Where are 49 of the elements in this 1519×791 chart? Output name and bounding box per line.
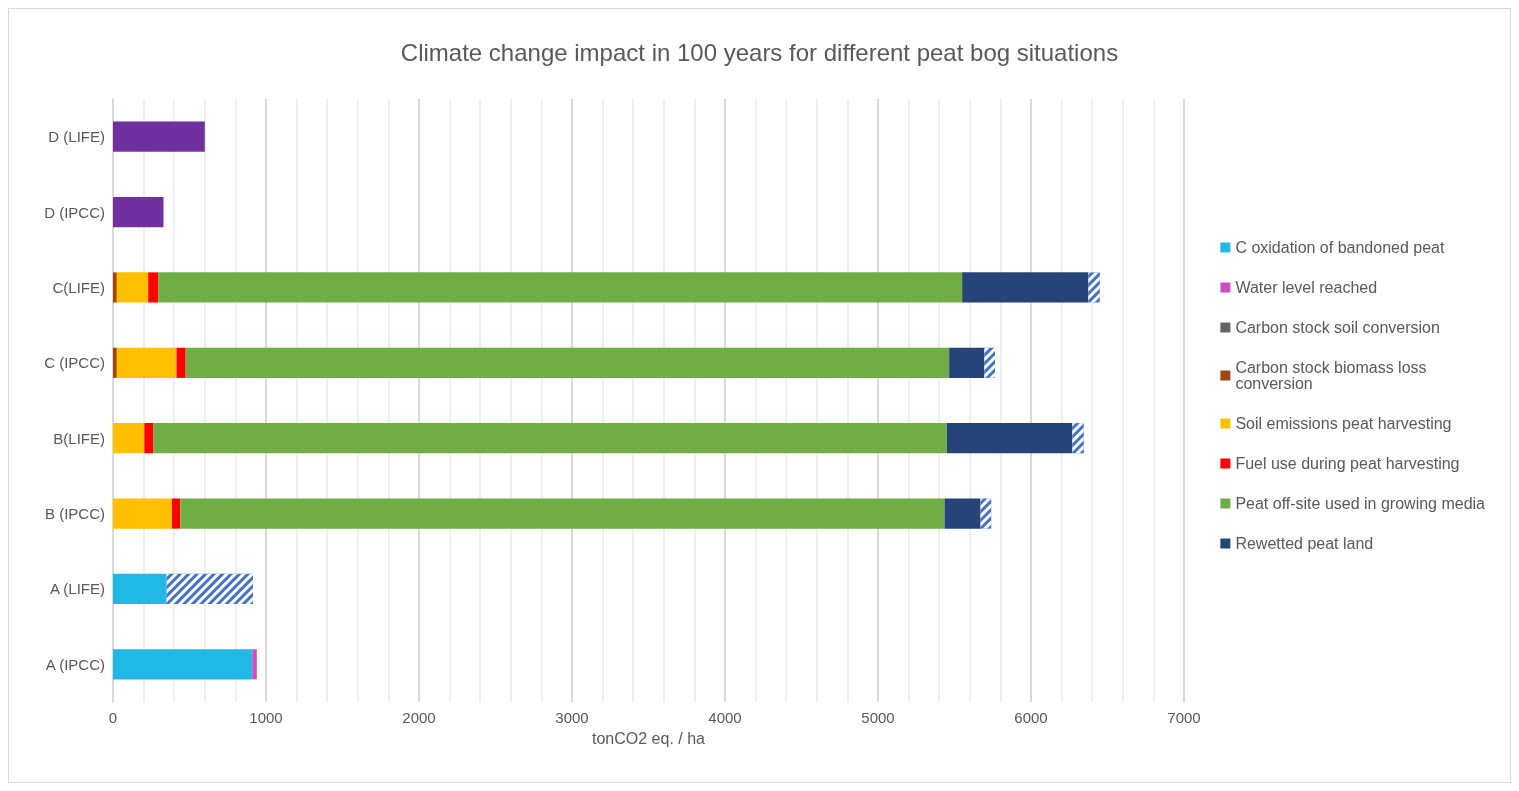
y-tick-label: B (IPCC) [45,505,105,523]
y-tick-label: A (LIFE) [49,580,105,598]
bar [944,498,981,529]
bar [113,573,167,605]
bar [113,272,117,303]
x-tick-label: 2000 [402,709,436,726]
bar [144,423,154,454]
legend-label: Soil emissions peat harvesting [1235,415,1452,432]
legend-label: Rewetted peat land [1235,535,1374,552]
legend-label: C oxidation of bandoned peat [1235,239,1445,256]
bar [946,423,1073,454]
y-tick-label: D (LIFE) [48,128,105,146]
x-tick-label: 7000 [1167,709,1201,726]
x-tick-label: 3000 [555,709,589,726]
bar [113,423,145,454]
bar [153,423,947,454]
y-tick-label: D (IPCC) [44,203,105,221]
y-tick-label: B(LIFE) [53,429,105,447]
bar [171,498,181,529]
x-tick-label: 5000 [861,709,895,726]
chart-title: Climate change impact in 100 years for different peat bog situations [400,38,1119,66]
bar [949,347,985,378]
y-tick-label: C(LIFE) [52,278,105,296]
legend-label: Water level reached [1235,279,1378,296]
bar [113,498,172,529]
x-tick-label: 6000 [1014,709,1048,726]
bar [113,347,117,378]
bar [252,649,257,680]
bar [113,121,205,152]
bar [962,272,1089,303]
bar [113,649,253,680]
bar [116,272,149,303]
y-tick-label: A (IPCC) [45,655,105,673]
legend-label: Carbon stock biomass loss conversion [1235,359,1432,392]
bar [185,347,950,378]
bar [113,196,164,228]
bar [180,498,945,529]
x-tick-label: 4000 [708,709,742,726]
x-tick-label: 1000 [249,709,283,726]
legend-label: Peat off-site used in growing media [1235,495,1486,512]
bar [176,347,186,378]
bar [158,272,963,303]
x-tick-label: 0 [108,709,118,726]
bar [148,272,159,303]
legend-label: Fuel use during peat harvesting [1235,455,1460,472]
x-axis-title: tonCO2 eq. / ha [592,729,706,747]
y-tick-label: C (IPCC) [44,354,105,372]
legend-label: Carbon stock soil conversion [1235,319,1440,336]
bar [116,347,177,378]
